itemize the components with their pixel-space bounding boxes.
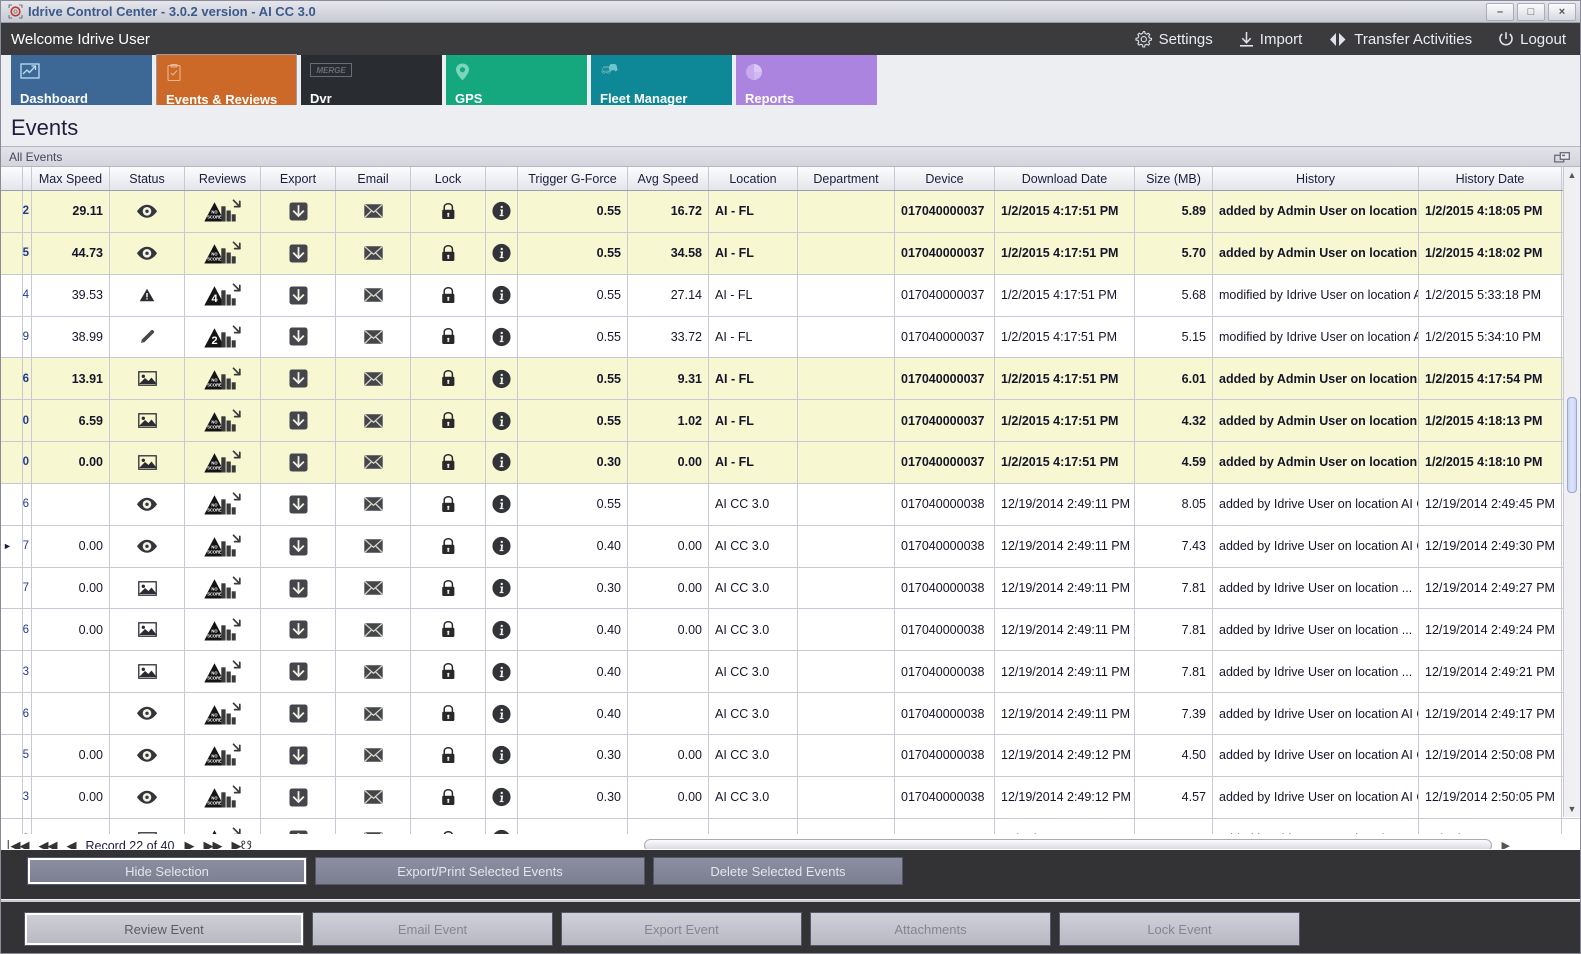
svg-text:4: 4 — [211, 293, 218, 305]
svg-text:SCORE: SCORE — [207, 633, 222, 638]
svg-text:SCORE: SCORE — [207, 508, 222, 513]
svg-text:SCORE: SCORE — [207, 717, 222, 722]
svg-text:SCORE: SCORE — [207, 591, 222, 596]
svg-text:MERGE: MERGE — [316, 66, 346, 75]
svg-text:SCORE: SCORE — [207, 382, 222, 387]
svg-text:SCORE: SCORE — [207, 257, 222, 262]
svg-text:SCORE: SCORE — [207, 466, 222, 471]
svg-text:SCORE: SCORE — [207, 801, 222, 806]
svg-text:SCORE: SCORE — [207, 549, 222, 554]
svg-text:SCORE: SCORE — [207, 759, 222, 764]
svg-text:SCORE: SCORE — [207, 424, 222, 429]
svg-text:2: 2 — [211, 335, 217, 347]
svg-text:SCORE: SCORE — [207, 675, 222, 680]
svg-text:SCORE: SCORE — [207, 215, 222, 220]
